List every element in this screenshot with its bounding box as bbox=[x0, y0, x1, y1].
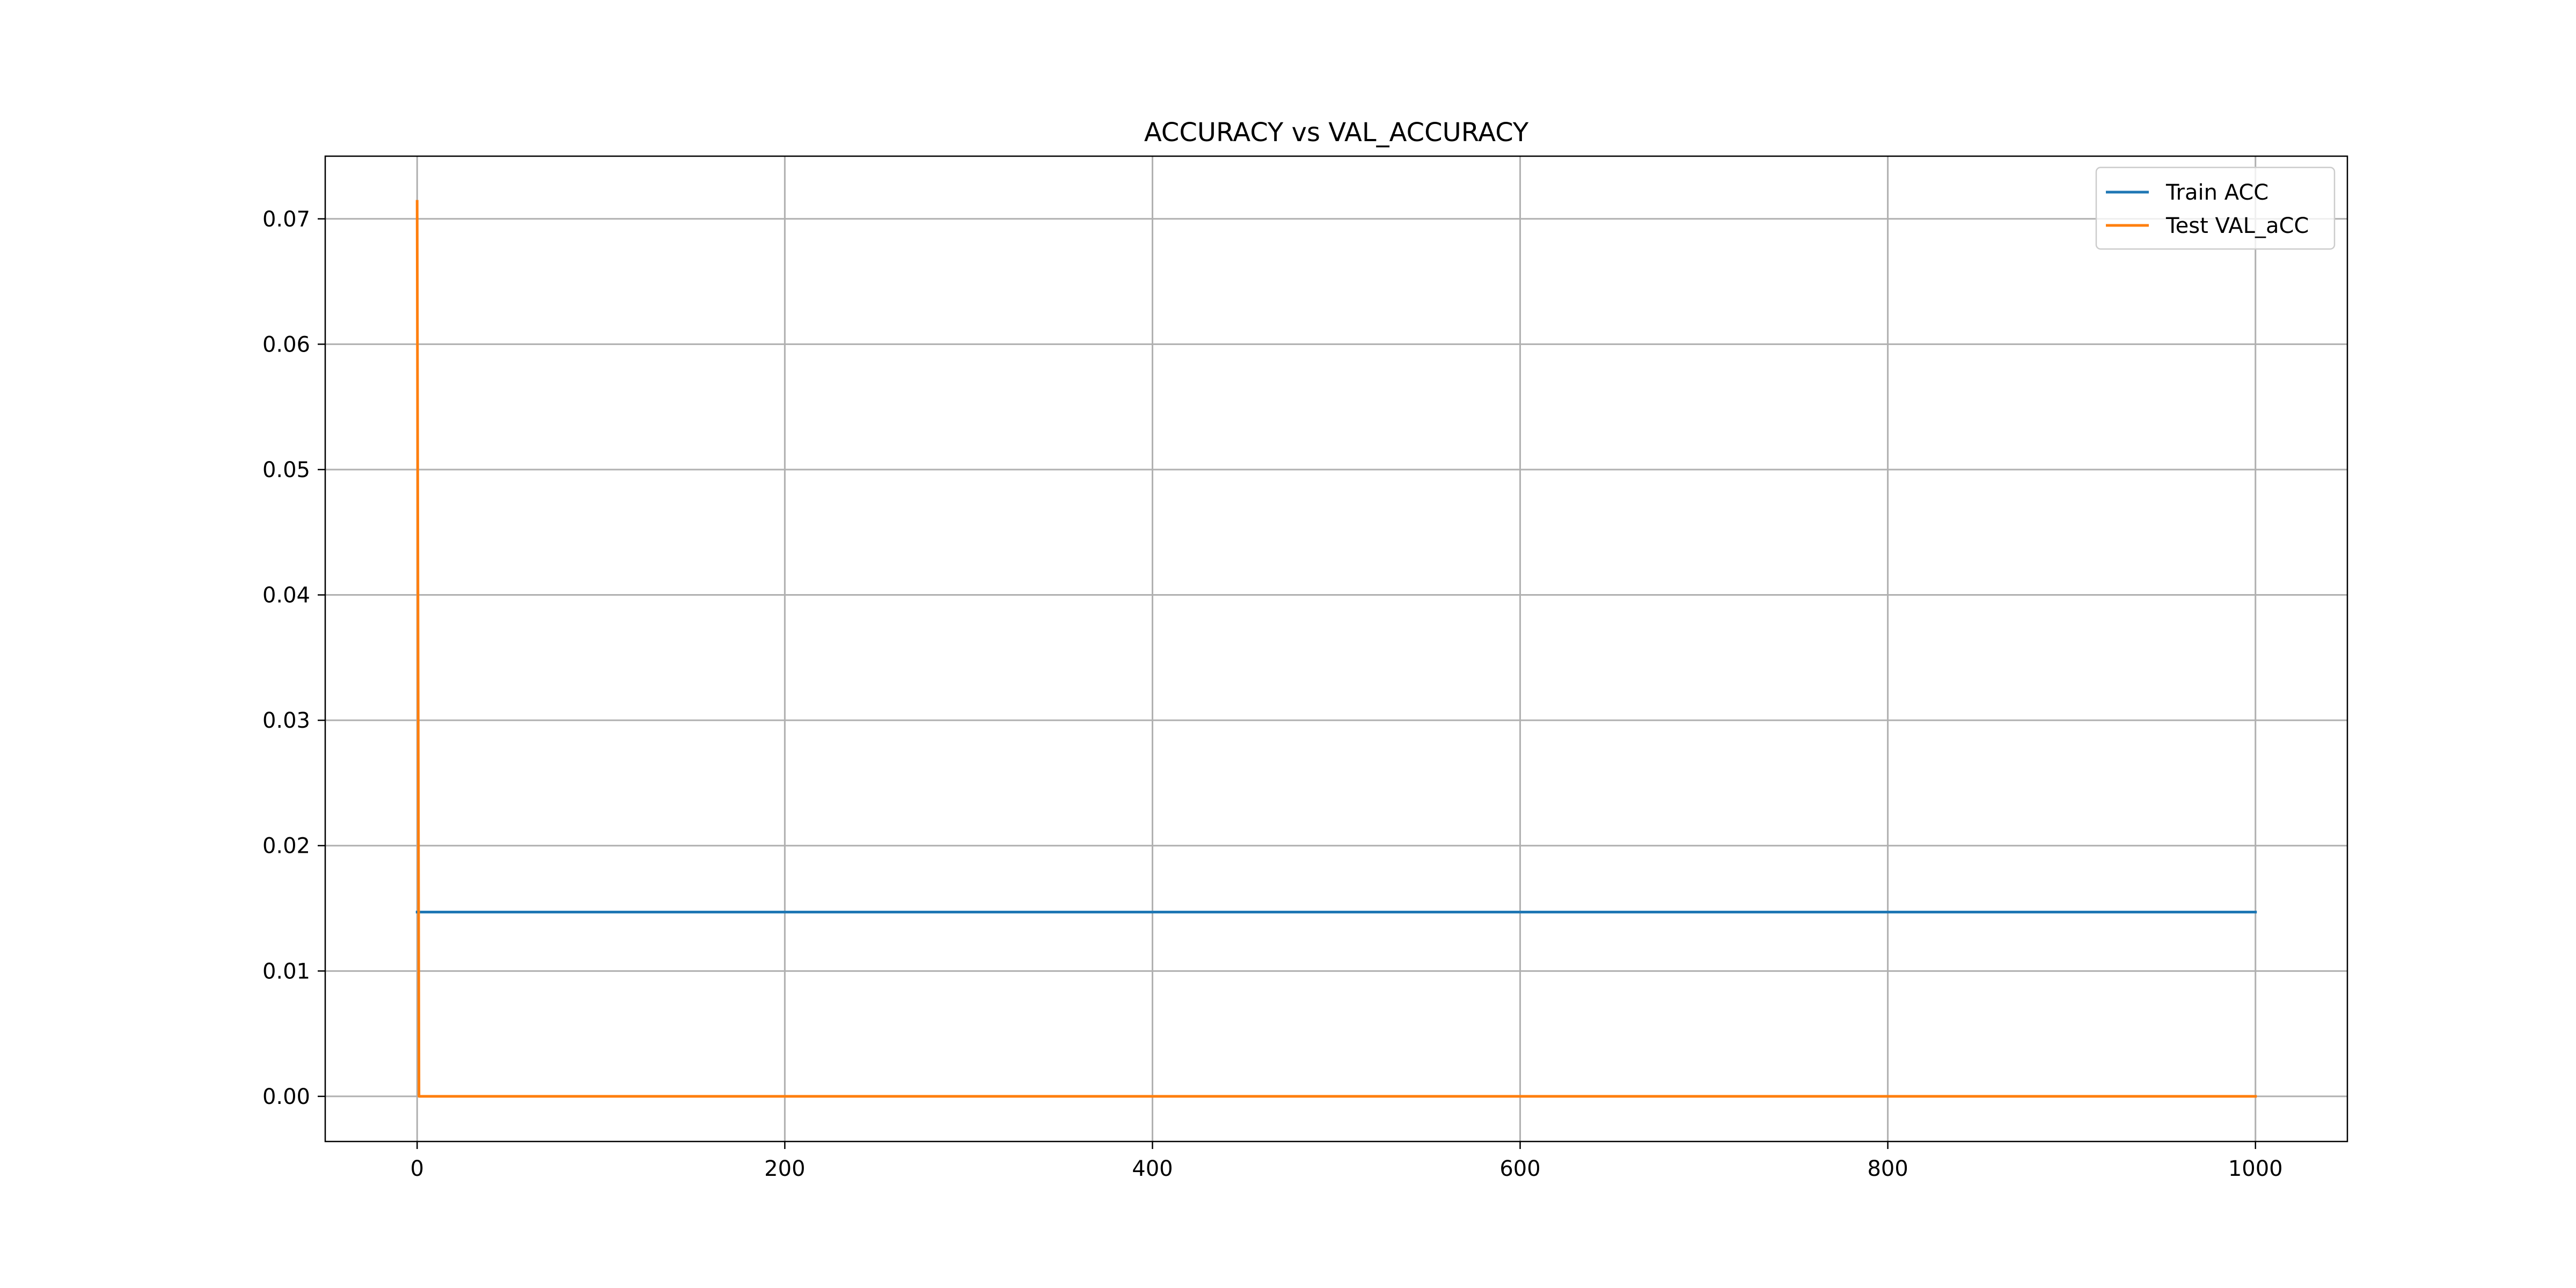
x-tick-label: 600 bbox=[1499, 1157, 1540, 1181]
x-tick-label: 200 bbox=[764, 1157, 805, 1181]
y-tick-label: 0.04 bbox=[262, 583, 310, 608]
y-tick-label: 0.00 bbox=[262, 1085, 310, 1109]
chart-title: ACCURACY vs VAL_ACCURACY bbox=[1144, 118, 1529, 148]
legend: Train ACC Test VAL_aCC bbox=[2095, 166, 2336, 250]
y-tick-label: 0.05 bbox=[262, 458, 310, 482]
legend-label: Test VAL_aCC bbox=[2165, 214, 2309, 238]
legend-box bbox=[2095, 166, 2336, 250]
plot-frame bbox=[324, 155, 2348, 1143]
series-layer bbox=[415, 200, 2257, 1098]
legend-label: Train ACC bbox=[2165, 180, 2268, 205]
x-tick-label: 400 bbox=[1132, 1157, 1173, 1181]
x-tick-label: 800 bbox=[1867, 1157, 1908, 1181]
x-tick-label: 1000 bbox=[2228, 1157, 2283, 1181]
legend-items: Train ACC Test VAL_aCC bbox=[2106, 180, 2309, 238]
series-line-test-val-acc bbox=[415, 200, 2257, 1098]
y-tick-label: 0.03 bbox=[262, 708, 310, 733]
x-tick-label: 0 bbox=[411, 1157, 424, 1181]
y-tick-label: 0.06 bbox=[262, 332, 310, 357]
y-tick-label: 0.01 bbox=[262, 959, 310, 984]
ticks: 0 200 400 600 800 1000 0.00 0.01 0.02 0.03 0.04 0.0… bbox=[262, 207, 2283, 1181]
y-tick-label: 0.07 bbox=[262, 207, 310, 232]
y-tick-label: 0.02 bbox=[262, 834, 310, 859]
